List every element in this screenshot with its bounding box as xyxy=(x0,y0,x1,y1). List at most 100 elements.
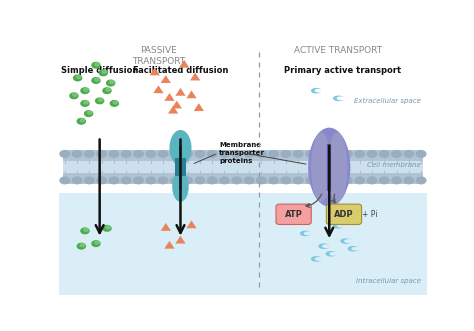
Bar xyxy=(59,193,427,295)
Text: Primary active transport: Primary active transport xyxy=(283,67,401,75)
Text: Cell membrane: Cell membrane xyxy=(367,162,421,167)
Text: PASSIVE
TRANSPORT: PASSIVE TRANSPORT xyxy=(132,46,185,66)
Circle shape xyxy=(355,151,365,157)
Circle shape xyxy=(70,93,78,99)
Bar xyxy=(63,150,423,161)
Text: ATP: ATP xyxy=(285,210,302,219)
FancyBboxPatch shape xyxy=(276,204,311,224)
Circle shape xyxy=(81,101,89,106)
Circle shape xyxy=(220,177,229,184)
Ellipse shape xyxy=(347,246,359,252)
Circle shape xyxy=(318,177,328,184)
Circle shape xyxy=(92,241,100,246)
Ellipse shape xyxy=(300,215,311,221)
Circle shape xyxy=(95,78,100,81)
Ellipse shape xyxy=(300,231,311,236)
Circle shape xyxy=(293,151,303,157)
Circle shape xyxy=(60,177,70,184)
Polygon shape xyxy=(175,236,186,244)
Circle shape xyxy=(81,88,89,93)
Circle shape xyxy=(208,151,217,157)
Circle shape xyxy=(293,177,303,184)
Circle shape xyxy=(269,177,278,184)
Circle shape xyxy=(355,177,365,184)
Circle shape xyxy=(416,151,426,157)
Circle shape xyxy=(146,151,155,157)
Circle shape xyxy=(84,228,88,231)
Circle shape xyxy=(318,151,328,157)
Circle shape xyxy=(306,177,315,184)
Circle shape xyxy=(81,228,89,234)
Circle shape xyxy=(109,80,114,83)
Circle shape xyxy=(208,177,217,184)
Circle shape xyxy=(171,151,180,157)
Circle shape xyxy=(232,151,242,157)
Circle shape xyxy=(77,243,85,249)
Circle shape xyxy=(343,151,352,157)
Circle shape xyxy=(110,101,118,106)
Circle shape xyxy=(392,151,401,157)
Ellipse shape xyxy=(327,132,347,202)
Circle shape xyxy=(158,177,168,184)
Text: Facilitated diffusion: Facilitated diffusion xyxy=(133,67,228,75)
Polygon shape xyxy=(164,93,174,101)
Circle shape xyxy=(269,151,278,157)
Text: + Pi: + Pi xyxy=(362,210,378,219)
Circle shape xyxy=(113,101,118,104)
Text: ACTIVE TRANSPORT: ACTIVE TRANSPORT xyxy=(294,46,383,55)
Circle shape xyxy=(103,225,111,231)
Circle shape xyxy=(256,151,266,157)
Ellipse shape xyxy=(337,224,345,228)
Circle shape xyxy=(244,151,254,157)
Circle shape xyxy=(121,177,131,184)
Circle shape xyxy=(195,177,205,184)
Circle shape xyxy=(134,177,143,184)
Circle shape xyxy=(330,177,340,184)
Bar xyxy=(59,40,427,142)
Circle shape xyxy=(183,151,192,157)
Ellipse shape xyxy=(351,247,359,251)
Circle shape xyxy=(220,151,229,157)
Text: Membrane
transporter
proteins: Membrane transporter proteins xyxy=(219,142,265,164)
Text: ADP: ADP xyxy=(334,210,354,219)
Circle shape xyxy=(404,151,414,157)
Circle shape xyxy=(77,118,85,124)
Polygon shape xyxy=(168,106,178,114)
Circle shape xyxy=(106,226,110,229)
Circle shape xyxy=(92,78,100,83)
Circle shape xyxy=(404,177,414,184)
Text: Intracellular space: Intracellular space xyxy=(356,277,421,284)
Circle shape xyxy=(330,151,340,157)
Circle shape xyxy=(92,63,100,68)
Circle shape xyxy=(134,151,143,157)
Ellipse shape xyxy=(333,223,344,229)
Bar xyxy=(63,156,423,178)
FancyBboxPatch shape xyxy=(326,204,362,224)
Polygon shape xyxy=(194,103,204,111)
Circle shape xyxy=(84,88,88,91)
Circle shape xyxy=(97,177,106,184)
Circle shape xyxy=(392,177,401,184)
Circle shape xyxy=(76,75,81,78)
Circle shape xyxy=(60,151,70,157)
Polygon shape xyxy=(186,90,197,98)
Ellipse shape xyxy=(322,244,330,248)
Circle shape xyxy=(72,151,82,157)
Circle shape xyxy=(84,101,88,104)
Circle shape xyxy=(99,70,108,76)
Ellipse shape xyxy=(340,238,351,244)
Ellipse shape xyxy=(172,171,189,202)
Ellipse shape xyxy=(170,130,191,166)
Bar xyxy=(175,158,186,176)
Circle shape xyxy=(281,177,291,184)
Polygon shape xyxy=(186,220,197,228)
Ellipse shape xyxy=(344,239,352,243)
Ellipse shape xyxy=(311,132,331,202)
Circle shape xyxy=(183,177,192,184)
Circle shape xyxy=(84,111,93,117)
Text: Extracellular space: Extracellular space xyxy=(354,98,421,104)
Polygon shape xyxy=(172,101,182,109)
Circle shape xyxy=(281,151,291,157)
Circle shape xyxy=(99,98,103,101)
Circle shape xyxy=(95,241,100,244)
